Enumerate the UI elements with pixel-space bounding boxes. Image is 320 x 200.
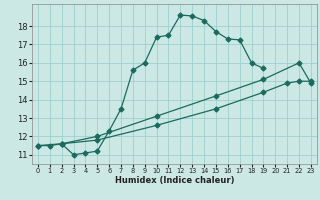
X-axis label: Humidex (Indice chaleur): Humidex (Indice chaleur) [115,176,234,185]
